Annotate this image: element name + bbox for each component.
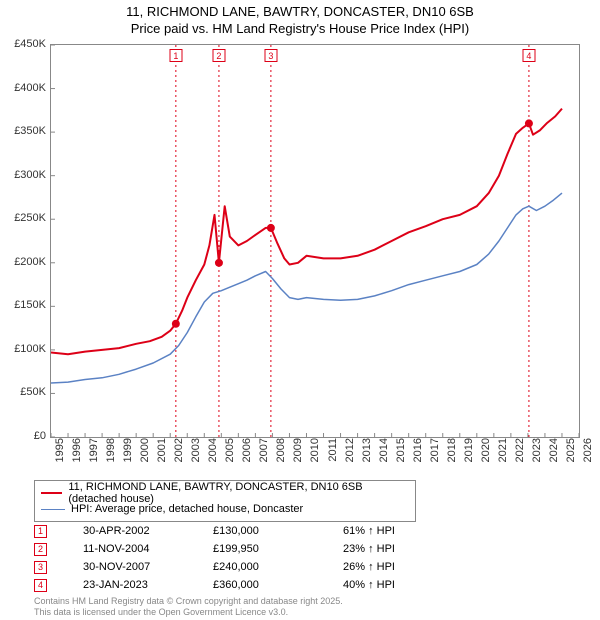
x-tick-label: 1996: [71, 438, 83, 472]
x-tick-label: 2021: [497, 438, 509, 472]
legend-label-hpi: HPI: Average price, detached house, Donc…: [71, 503, 303, 515]
sales-table-row: 1 30-APR-2002£130,00061% ↑ HPI: [34, 522, 473, 540]
x-tick-label: 2003: [190, 438, 202, 472]
y-tick-label: £300K: [2, 169, 46, 181]
x-tick-label: 2015: [395, 438, 407, 472]
sale-marker-badge: 2: [212, 49, 225, 62]
sales-row-price: £360,000: [213, 579, 343, 591]
x-tick-label: 2016: [412, 438, 424, 472]
sale-marker-badge: 3: [264, 49, 277, 62]
y-tick-label: £150K: [2, 299, 46, 311]
sales-row-date: 23-JAN-2023: [83, 579, 213, 591]
footer-line-2: This data is licensed under the Open Gov…: [34, 607, 343, 618]
sales-table-row: 3 30-NOV-2007£240,00026% ↑ HPI: [34, 558, 473, 576]
x-tick-label: 2018: [446, 438, 458, 472]
legend-swatch-property: [41, 492, 62, 494]
sales-row-delta: 23% ↑ HPI: [343, 543, 473, 555]
x-tick-label: 1998: [105, 438, 117, 472]
x-tick-label: 2020: [480, 438, 492, 472]
x-tick-label: 2022: [514, 438, 526, 472]
footer-line-1: Contains HM Land Registry data © Crown c…: [34, 596, 343, 607]
x-tick-label: 2006: [241, 438, 253, 472]
x-tick-label: 2011: [327, 438, 339, 472]
sales-row-price: £130,000: [213, 525, 343, 537]
x-tick-label: 2019: [463, 438, 475, 472]
legend-row-property: 11, RICHMOND LANE, BAWTRY, DONCASTER, DN…: [41, 485, 409, 501]
y-tick-label: £350K: [2, 125, 46, 137]
y-tick-label: £250K: [2, 212, 46, 224]
x-tick-label: 2026: [582, 438, 594, 472]
x-tick-label: 2012: [344, 438, 356, 472]
y-tick-label: £400K: [2, 82, 46, 94]
sales-row-delta: 26% ↑ HPI: [343, 561, 473, 573]
y-tick-label: £200K: [2, 256, 46, 268]
x-tick-label: 2007: [258, 438, 270, 472]
x-tick-label: 2004: [207, 438, 219, 472]
y-tick-label: £450K: [2, 38, 46, 50]
sales-row-delta: 40% ↑ HPI: [343, 579, 473, 591]
x-tick-label: 2005: [224, 438, 236, 472]
x-tick-label: 2009: [292, 438, 304, 472]
y-tick-label: £0: [2, 430, 46, 442]
x-tick-label: 2024: [548, 438, 560, 472]
x-tick-label: 2010: [309, 438, 321, 472]
sales-row-date: 30-NOV-2007: [83, 561, 213, 573]
y-tick-label: £50K: [2, 386, 46, 398]
x-tick-label: 2023: [531, 438, 543, 472]
chart-container: 11, RICHMOND LANE, BAWTRY, DONCASTER, DN…: [0, 0, 600, 620]
sales-row-badge: 3: [34, 561, 47, 574]
sale-marker-badge: 4: [522, 49, 535, 62]
x-tick-label: 1999: [122, 438, 134, 472]
x-tick-label: 2001: [156, 438, 168, 472]
x-tick-label: 2002: [173, 438, 185, 472]
x-tick-label: 2017: [429, 438, 441, 472]
legend-swatch-hpi: [41, 509, 65, 510]
sales-table-row: 4 23-JAN-2023£360,00040% ↑ HPI: [34, 576, 473, 594]
x-tick-label: 1997: [88, 438, 100, 472]
sales-table-row: 2 11-NOV-2004£199,95023% ↑ HPI: [34, 540, 473, 558]
y-tick-label: £100K: [2, 343, 46, 355]
sales-row-delta: 61% ↑ HPI: [343, 525, 473, 537]
sales-row-date: 11-NOV-2004: [83, 543, 213, 555]
title-line-1: 11, RICHMOND LANE, BAWTRY, DONCASTER, DN…: [0, 4, 600, 21]
x-tick-label: 2013: [361, 438, 373, 472]
sales-row-price: £240,000: [213, 561, 343, 573]
title-block: 11, RICHMOND LANE, BAWTRY, DONCASTER, DN…: [0, 0, 600, 38]
sales-table: 1 30-APR-2002£130,00061% ↑ HPI 2 11-NOV-200…: [34, 522, 473, 594]
legend-label-property: 11, RICHMOND LANE, BAWTRY, DONCASTER, DN…: [68, 481, 409, 505]
sales-row-badge: 2: [34, 543, 47, 556]
plot-area: 1 2 3 4: [50, 44, 580, 438]
sales-row-date: 30-APR-2002: [83, 525, 213, 537]
legend-box: 11, RICHMOND LANE, BAWTRY, DONCASTER, DN…: [34, 480, 416, 522]
x-tick-label: 2008: [275, 438, 287, 472]
x-tick-label: 2025: [565, 438, 577, 472]
title-line-2: Price paid vs. HM Land Registry's House …: [0, 21, 600, 38]
sales-row-price: £199,950: [213, 543, 343, 555]
x-tick-label: 1995: [54, 438, 66, 472]
x-tick-label: 2000: [139, 438, 151, 472]
x-tick-label: 2014: [378, 438, 390, 472]
footer-note: Contains HM Land Registry data © Crown c…: [34, 596, 343, 618]
plot-svg: [51, 45, 579, 437]
sales-row-badge: 1: [34, 525, 47, 538]
sales-row-badge: 4: [34, 579, 47, 592]
sale-marker-badge: 1: [169, 49, 182, 62]
